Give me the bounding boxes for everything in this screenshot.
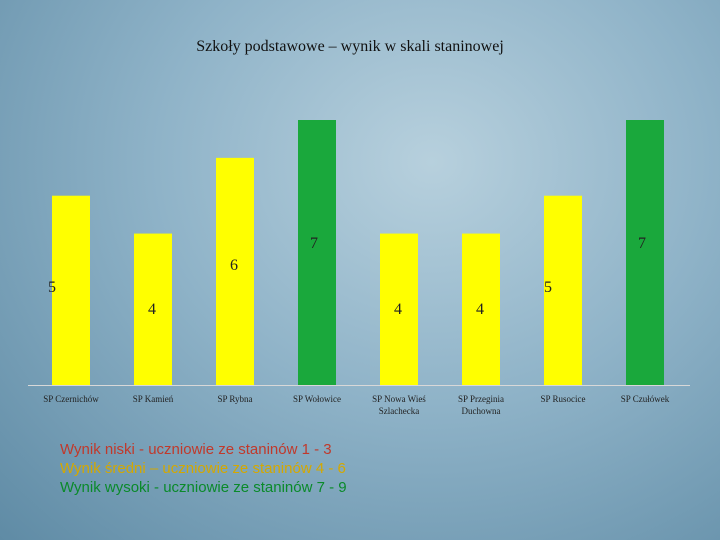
data-label-4: 4 bbox=[394, 301, 402, 318]
tick-label-5: SP Przeginia bbox=[458, 394, 504, 404]
legend-item-low: Wynik niski - uczniowie ze staninów 1 - … bbox=[60, 441, 332, 458]
tick-label-6: SP Rusocice bbox=[541, 394, 586, 404]
tick-label-7: SP Czułówek bbox=[621, 394, 670, 404]
legend: Wynik niski - uczniowie ze staninów 1 - … bbox=[60, 440, 347, 497]
data-label-2: 6 bbox=[230, 257, 238, 274]
data-label-3: 7 bbox=[310, 235, 318, 252]
tick-label-0: SP Czernichów bbox=[43, 394, 99, 404]
tick-label-5-line1: Duchowna bbox=[462, 406, 501, 416]
tick-label-4: SP Nowa Wieś bbox=[372, 394, 426, 404]
tick-label-1: SP Kamień bbox=[133, 394, 174, 404]
legend-item-medium: Wynik średni – uczniowie ze staninów 4 -… bbox=[60, 460, 346, 477]
bar-0 bbox=[52, 195, 90, 385]
bar-3 bbox=[298, 120, 336, 385]
data-label-7: 7 bbox=[638, 235, 646, 252]
bar-4 bbox=[380, 233, 418, 385]
tick-label-3: SP Wołowice bbox=[293, 394, 341, 404]
data-label-5: 4 bbox=[476, 301, 484, 318]
chart-title: Szkoły podstawowe – wynik w skali stanin… bbox=[196, 38, 504, 55]
data-label-1: 4 bbox=[148, 301, 156, 318]
bar-1 bbox=[134, 233, 172, 385]
bar-5 bbox=[462, 233, 500, 385]
data-label-0: 5 bbox=[48, 279, 56, 296]
bar-2 bbox=[216, 157, 254, 385]
tick-label-4-line1: Szlachecka bbox=[379, 406, 419, 416]
bar-6 bbox=[544, 195, 582, 385]
bar-7 bbox=[626, 120, 664, 385]
tick-label-2: SP Rybna bbox=[217, 394, 252, 404]
data-label-6: 5 bbox=[544, 279, 552, 296]
legend-item-high: Wynik wysoki - uczniowie ze staninów 7 -… bbox=[60, 479, 347, 496]
